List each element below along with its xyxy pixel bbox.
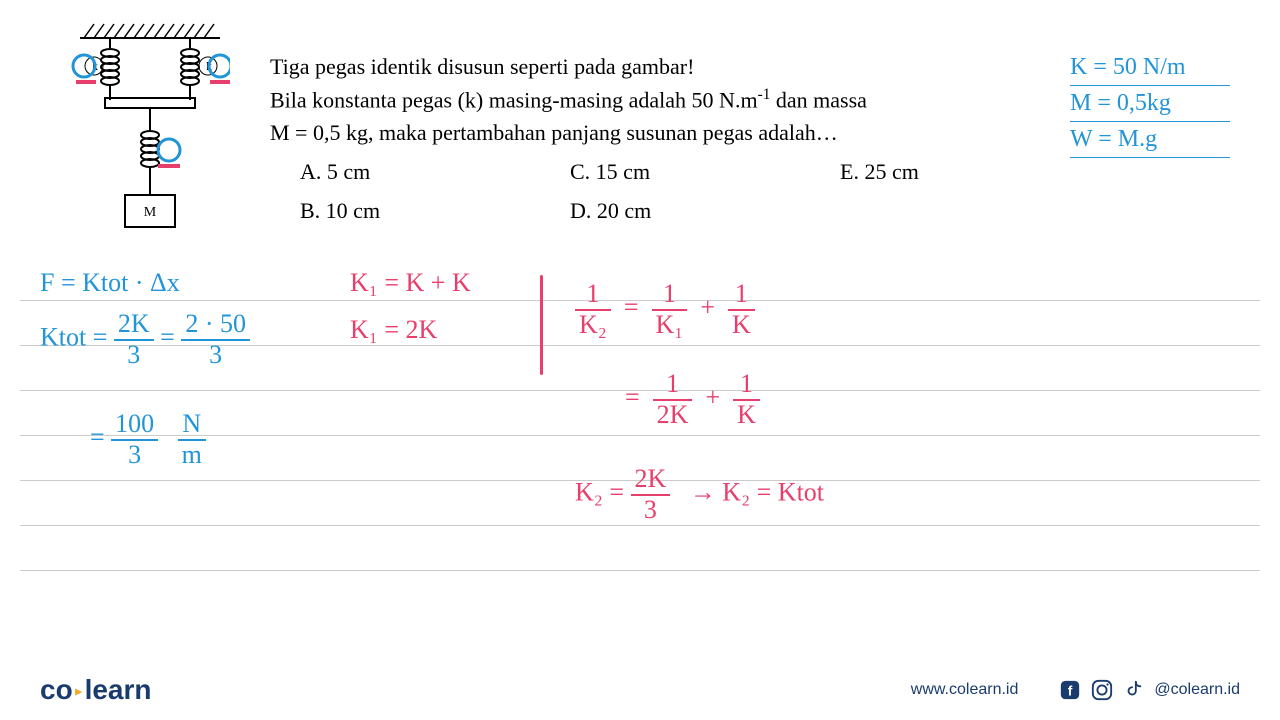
diagram-svg: M k k: [50, 20, 230, 250]
red-r4: = 12K + 1K: [625, 370, 760, 429]
footer: co►learn www.colearn.id f @colearn.id: [0, 660, 1280, 720]
option-e: E. 25 cm: [840, 155, 1040, 188]
social-links: f @colearn.id: [1058, 678, 1240, 702]
blue-eq3: = 1003 Nm: [90, 410, 206, 469]
given-w: W = M.g: [1070, 122, 1230, 158]
option-b: B. 10 cm: [300, 194, 570, 227]
website-url: www.colearn.id: [911, 681, 1019, 699]
given-k: K = 50 N/m: [1070, 50, 1230, 86]
tiktok-icon: [1122, 678, 1146, 702]
option-c: C. 15 cm: [570, 155, 840, 188]
logo-dot-icon: ►: [73, 685, 85, 699]
question-line2: Bila konstanta pegas (k) masing-masing a…: [270, 83, 1100, 116]
option-a: A. 5 cm: [300, 155, 570, 188]
mass-label: M: [144, 205, 157, 220]
brand-logo: co►learn: [40, 674, 152, 706]
given-values: K = 50 N/m M = 0,5kg W = M.g: [1070, 50, 1230, 158]
question-line3: M = 0,5 kg, maka pertambahan panjang sus…: [270, 116, 1100, 149]
vertical-separator: [540, 275, 543, 375]
blue-eq2: Ktot = 2K3 = 2 · 503: [40, 310, 250, 369]
instagram-icon: [1090, 678, 1114, 702]
red-r3: 1K₂ = 1K₁ + 1K: [575, 280, 755, 339]
options-row-2: B. 10 cm D. 20 cm: [300, 194, 1100, 227]
question-line1: Tiga pegas identik disusun seperti pada …: [270, 50, 1100, 83]
social-handle: @colearn.id: [1154, 681, 1240, 699]
svg-text:f: f: [1068, 684, 1073, 699]
work-area: F = Ktot · Δx Ktot = 2K3 = 2 · 503 = 100…: [20, 270, 1260, 650]
given-m: M = 0,5kg: [1070, 86, 1230, 122]
blue-eq1: F = Ktot · Δx: [40, 268, 180, 298]
red-r2: K₁ = 2K: [350, 315, 437, 345]
option-d: D. 20 cm: [570, 194, 840, 227]
spring-diagram: M k k: [50, 20, 230, 250]
facebook-icon: f: [1058, 678, 1082, 702]
red-r5: K₂ = 2K3 → K₂ = Ktot: [575, 465, 824, 524]
red-r1: K₁ = K + K: [350, 268, 471, 298]
question-text: Tiga pegas identik disusun seperti pada …: [270, 50, 1100, 227]
options-row-1: A. 5 cm C. 15 cm E. 25 cm: [300, 155, 1100, 188]
